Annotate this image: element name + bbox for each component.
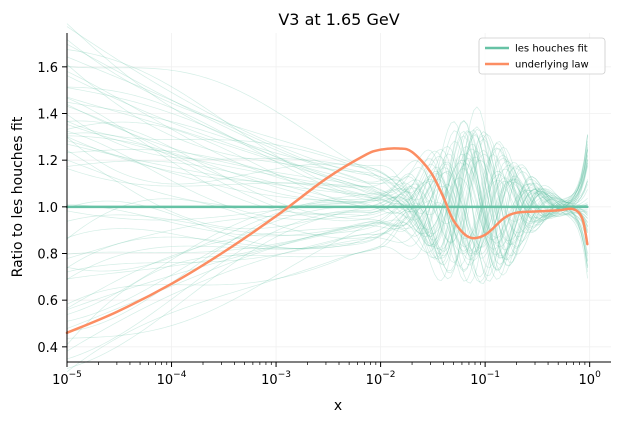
replica-line [66,135,588,271]
y-tick-label-2: 0.8 [37,248,58,263]
replica-line [66,105,588,257]
replica-line [66,49,588,282]
y-tick-label-3: 1.0 [37,201,58,216]
replica-line [66,155,588,241]
replica-line [66,130,588,333]
replica-line [66,71,588,266]
legend-box [478,37,606,75]
replica-line [66,168,588,269]
replica-line [66,150,588,230]
replica-line [66,134,588,278]
replica-line [66,160,588,346]
legend-label-0: les houches fit [515,44,588,55]
replica-line [66,121,588,284]
replica-line [66,149,588,248]
x-tick-label-2: 10−3 [261,370,291,388]
x-tick-label-1: 10−4 [157,370,187,388]
series-line-underlying-law [65,147,589,335]
replica-line [66,142,588,273]
replica-line [66,136,588,252]
replica-line [67,148,588,271]
replica-line [66,75,588,239]
x-tick-label-3: 10−2 [366,370,396,388]
replica-line [66,150,588,259]
replica-line [66,64,588,252]
replica-line [66,138,588,315]
legend-label-1: underlying law [515,60,589,71]
x-tick-label-4: 10−1 [470,370,500,388]
replica-line [66,101,588,248]
replica-line [66,66,588,254]
replica-line [66,130,588,259]
replica-line [66,179,588,309]
replica-line [66,23,588,244]
replica-line [66,124,588,262]
replica-line [66,148,588,311]
y-axis-label: Ratio to les houches fit [10,116,26,277]
replica-line [66,104,588,272]
replica-line [66,148,588,280]
x-axis-label: x [334,398,342,414]
y-tick-label-5: 1.4 [37,108,58,123]
y-tick-label-6: 1.6 [37,61,58,76]
replica-line [66,86,588,255]
replica-band [66,23,588,373]
replica-line [66,153,588,267]
replica-line [66,132,588,284]
replica-line [66,133,588,369]
replica-line [66,181,588,261]
series-lines [65,147,589,335]
replica-line [66,120,588,268]
replica-line [66,134,588,373]
y-tick-label-0: 0.4 [37,341,58,356]
x-tick-label-0: 10−5 [52,370,82,388]
legend: les houches fit underlying law [478,37,606,75]
replica-line [66,167,588,272]
replica-line [66,143,588,240]
y-tick-label-1: 0.6 [37,294,58,309]
replica-line [66,26,588,259]
replica-line [66,130,588,282]
replica-line [66,156,588,273]
x-tick-label-5: 100 [579,370,602,388]
replica-line [66,56,588,264]
replica-line [66,130,588,244]
replica-line [66,146,588,322]
replica-line [66,43,588,270]
replica-line [66,140,588,268]
replica-line [66,113,588,255]
replica-line [66,131,588,360]
replica-line [66,152,588,279]
replica-line [66,136,588,262]
replica-line [66,120,588,250]
replica-line [66,134,588,305]
ticks: 10−5 10−4 10−3 10−2 10−1 100 0.4 0.6 0.8 1.0 1.2 1.… [37,61,601,388]
replica-line [66,39,588,277]
chart-title: V3 at 1.65 GeV [278,10,399,29]
y-tick-label-4: 1.2 [37,154,58,169]
replica-line [66,168,588,257]
replica-line [66,157,588,339]
replica-line [66,157,588,280]
